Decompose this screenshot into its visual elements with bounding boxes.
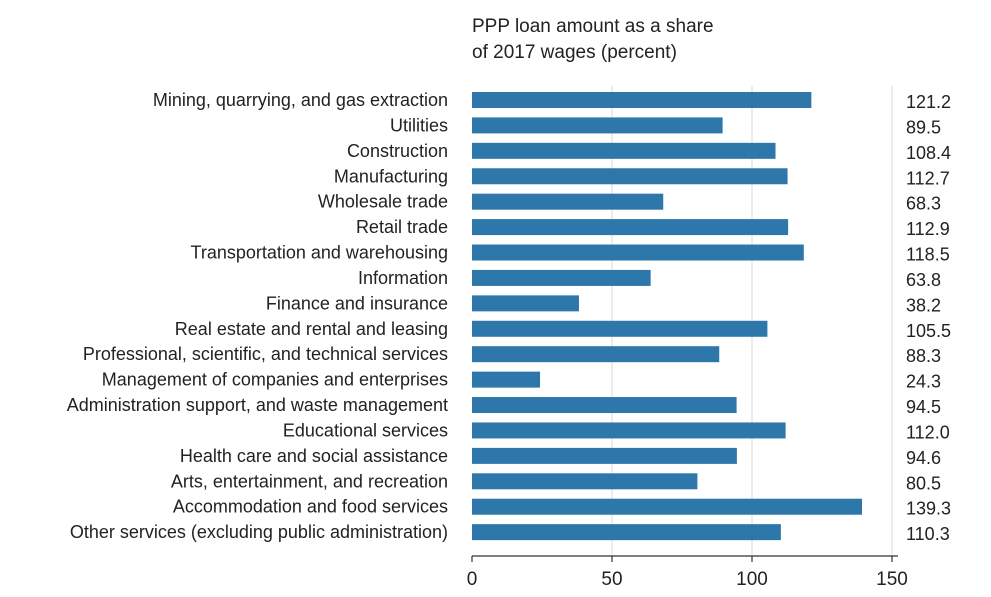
chart-title: PPP loan amount as a share of 2017 wages…: [472, 16, 714, 63]
category-label-1: Utilities: [390, 115, 448, 135]
category-label-9: Real estate and rental and leasing: [175, 319, 448, 339]
bar-5: [472, 219, 789, 236]
value-label-13: 112.0: [906, 422, 950, 442]
value-label-4: 68.3: [906, 194, 941, 214]
value-label-11: 24.3: [906, 372, 941, 392]
category-label-8: Finance and insurance: [266, 293, 448, 313]
value-label-8: 38.2: [906, 295, 941, 315]
bar-11: [472, 371, 541, 388]
bar-7: [472, 269, 651, 286]
category-label-11: Management of companies and enterprises: [102, 370, 448, 390]
x-tick-label-0: 0: [467, 569, 478, 590]
category-label-13: Educational services: [283, 420, 448, 440]
category-label-3: Manufacturing: [334, 166, 448, 186]
bar-14: [472, 447, 737, 464]
value-label-2: 108.4: [906, 143, 951, 163]
bar-8: [472, 295, 579, 312]
bar-0: [472, 92, 812, 108]
category-label-2: Construction: [347, 141, 448, 161]
bar-9: [472, 320, 768, 337]
category-label-5: Retail trade: [356, 217, 448, 237]
category-label-10: Professional, scientific, and technical …: [83, 344, 448, 364]
value-label-14: 94.6: [906, 448, 941, 468]
bar-4: [472, 193, 664, 210]
x-tick-label-50: 50: [601, 569, 622, 590]
x-axis: 0 50 100 150: [467, 555, 908, 590]
value-label-0: 121.2: [906, 92, 951, 112]
value-label-1: 89.5: [906, 117, 941, 137]
value-label-10: 88.3: [906, 346, 941, 366]
bar-3: [472, 168, 788, 185]
bar-17: [472, 524, 781, 541]
bar-13: [472, 422, 786, 439]
bar-1: [472, 117, 723, 134]
x-tick-label-100: 100: [736, 569, 768, 590]
value-label-17: 110.3: [906, 524, 950, 544]
value-label-6: 118.5: [906, 245, 950, 265]
category-labels: Mining, quarrying, and gas extraction Uti…: [67, 90, 448, 542]
category-label-12: Administration support, and waste manage…: [67, 395, 448, 415]
category-label-15: Arts, entertainment, and recreation: [171, 471, 448, 491]
category-label-14: Health care and social assistance: [180, 446, 448, 466]
value-label-3: 112.7: [906, 168, 950, 188]
value-label-15: 80.5: [906, 473, 941, 493]
category-label-16: Accommodation and food services: [173, 497, 448, 517]
bar-2: [472, 142, 776, 159]
category-label-4: Wholesale trade: [318, 192, 448, 212]
category-label-17: Other services (excluding public adminis…: [70, 522, 448, 542]
bar-10: [472, 346, 720, 363]
x-tick-label-150: 150: [876, 569, 908, 590]
bar-12: [472, 397, 737, 414]
bar-15: [472, 473, 698, 490]
bar-16: [472, 498, 863, 515]
value-label-16: 139.3: [906, 499, 951, 519]
bars: [472, 92, 863, 541]
bar-6: [472, 244, 804, 261]
category-label-0: Mining, quarrying, and gas extraction: [153, 90, 448, 110]
value-label-7: 63.8: [906, 270, 941, 290]
value-label-5: 112.9: [906, 219, 950, 239]
category-label-7: Information: [358, 268, 448, 288]
value-labels: 121.2 89.5 108.4 112.7 68.3 112.9 118.5 63.8 38.…: [906, 92, 951, 544]
category-label-6: Transportation and warehousing: [191, 243, 449, 263]
value-label-12: 94.5: [906, 397, 941, 417]
value-label-9: 105.5: [906, 321, 951, 341]
